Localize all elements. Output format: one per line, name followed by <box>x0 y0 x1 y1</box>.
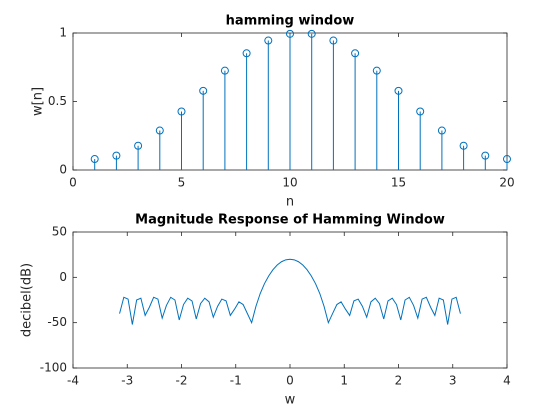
y-tick-label: 1 <box>59 26 67 40</box>
y-tick-label: -50 <box>47 315 67 329</box>
axes-box <box>72 231 508 369</box>
chart-title: hamming window <box>226 14 355 29</box>
stem-marker <box>177 107 186 116</box>
y-tick-label: 0 <box>59 163 67 177</box>
y-tick-label: 50 <box>52 225 67 239</box>
stem-marker <box>307 29 316 38</box>
stem-marker <box>220 66 229 75</box>
y-axis-label: decibel(dB) <box>20 263 35 337</box>
stem-marker <box>372 66 381 75</box>
x-tick-label: 2 <box>395 374 403 388</box>
stem-marker <box>199 86 208 95</box>
y-tick-label: 0.5 <box>48 94 67 108</box>
x-tick-label: 5 <box>178 176 186 190</box>
x-tick-label: 20 <box>499 176 514 190</box>
x-tick-label: 10 <box>282 176 297 190</box>
stem-marker <box>90 155 99 164</box>
stem-marker <box>416 107 425 116</box>
line <box>119 258 461 325</box>
x-tick-label: 4 <box>503 374 511 388</box>
stem-marker <box>503 155 511 164</box>
y-axis-label: w[n] <box>31 87 46 116</box>
stem-marker <box>394 86 403 95</box>
x-tick-label: -4 <box>67 374 79 388</box>
x-tick-label: -3 <box>121 374 133 388</box>
stem-marker <box>112 151 121 160</box>
stem-marker <box>264 36 273 45</box>
x-axis-label: w <box>285 393 296 408</box>
chart-title: Magnitude Response of Hamming Window <box>135 213 445 228</box>
x-tick-label: 0 <box>69 176 77 190</box>
y-tick-label: -100 <box>40 361 67 375</box>
stem-marker <box>351 49 360 58</box>
x-tick-label: -1 <box>230 374 242 388</box>
stem-marker <box>242 49 251 58</box>
x-tick-label: 1 <box>340 374 348 388</box>
stem-marker <box>286 29 294 38</box>
stem-marker <box>437 126 446 135</box>
stem-marker <box>329 36 338 45</box>
x-tick-label: 15 <box>391 176 406 190</box>
x-axis-label: n <box>286 195 294 210</box>
x-tick-label: -2 <box>176 374 188 388</box>
stem-marker <box>155 126 164 135</box>
stem-marker <box>481 151 490 160</box>
stem-marker <box>459 141 468 150</box>
x-tick-label: 0 <box>286 374 294 388</box>
x-tick-label: 3 <box>449 374 457 388</box>
y-tick-label: 0 <box>59 270 67 284</box>
stem-marker <box>134 141 143 150</box>
